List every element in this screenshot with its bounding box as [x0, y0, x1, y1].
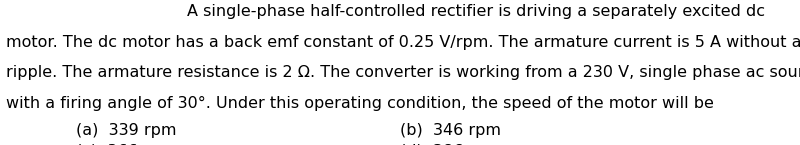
Text: (c)  366 rpm: (c) 366 rpm: [76, 144, 175, 145]
Text: ripple. The armature resistance is 2 Ω. The converter is working from a 230 V, s: ripple. The armature resistance is 2 Ω. …: [6, 65, 800, 80]
Text: A single-phase half-controlled rectifier is driving a separately excited dc: A single-phase half-controlled rectifier…: [187, 4, 765, 19]
Text: motor. The dc motor has a back emf constant of 0.25 V/rpm. The armature current : motor. The dc motor has a back emf const…: [6, 35, 800, 50]
Text: (b)  346 rpm: (b) 346 rpm: [400, 123, 501, 138]
Text: (a)  339 rpm: (a) 339 rpm: [76, 123, 177, 138]
Text: (d)  386 rpm: (d) 386 rpm: [400, 144, 501, 145]
Text: with a firing angle of 30°. Under this operating condition, the speed of the mot: with a firing angle of 30°. Under this o…: [6, 96, 714, 111]
